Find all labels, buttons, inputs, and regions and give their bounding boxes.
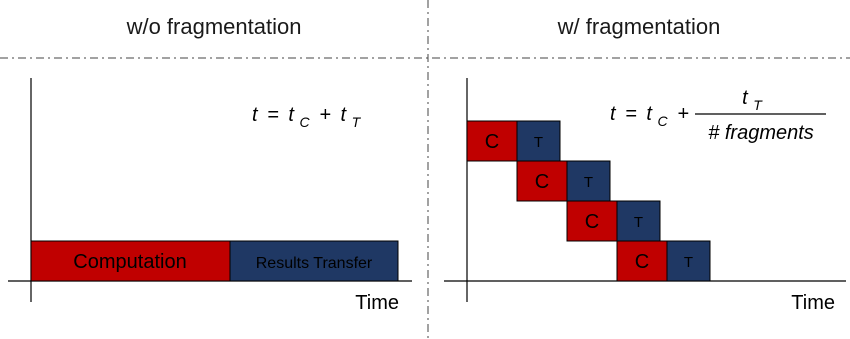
fragment-transfer-block [516, 120, 561, 162]
left-chart: Computation Results Transfer Time t = t … [8, 78, 412, 314]
fragment-computation-label: C [635, 251, 649, 273]
fragment-blocks: C T C T C T C T [466, 120, 711, 282]
fragment-transfer-label: T [534, 134, 543, 151]
right-heading: w/ fragmentation [557, 14, 721, 39]
fragment-transfer-block [566, 160, 611, 202]
equation-numerator: t T [742, 87, 763, 113]
results-transfer-bar [229, 240, 399, 282]
left-heading: w/o fragmentation [126, 14, 302, 39]
fragment-computation-label: C [485, 131, 499, 153]
equation-denominator: # fragments [708, 122, 814, 144]
fragment-computation-label: C [535, 171, 549, 193]
computation-bar [30, 240, 231, 282]
fragment-transfer-block [616, 200, 661, 242]
fragment-computation-block [516, 160, 568, 202]
left-time-label: Time [355, 292, 399, 314]
right-equation-left: t = t C + [610, 103, 689, 131]
computation-label: Computation [73, 251, 186, 273]
fragment-transfer-label: T [634, 214, 643, 231]
fragment-transfer-block [666, 240, 711, 282]
left-equation: t = t C + t T [252, 104, 362, 132]
fragment-computation-block [616, 240, 668, 282]
fragment-transfer-label: T [584, 174, 593, 191]
fragment-computation-label: C [585, 211, 599, 233]
results-transfer-label: Results Transfer [256, 255, 373, 272]
right-chart: C T C T C T C T Time t = t C + t T # fragments [444, 78, 846, 314]
right-time-label: Time [791, 292, 835, 314]
fragment-transfer-label: T [684, 254, 693, 271]
